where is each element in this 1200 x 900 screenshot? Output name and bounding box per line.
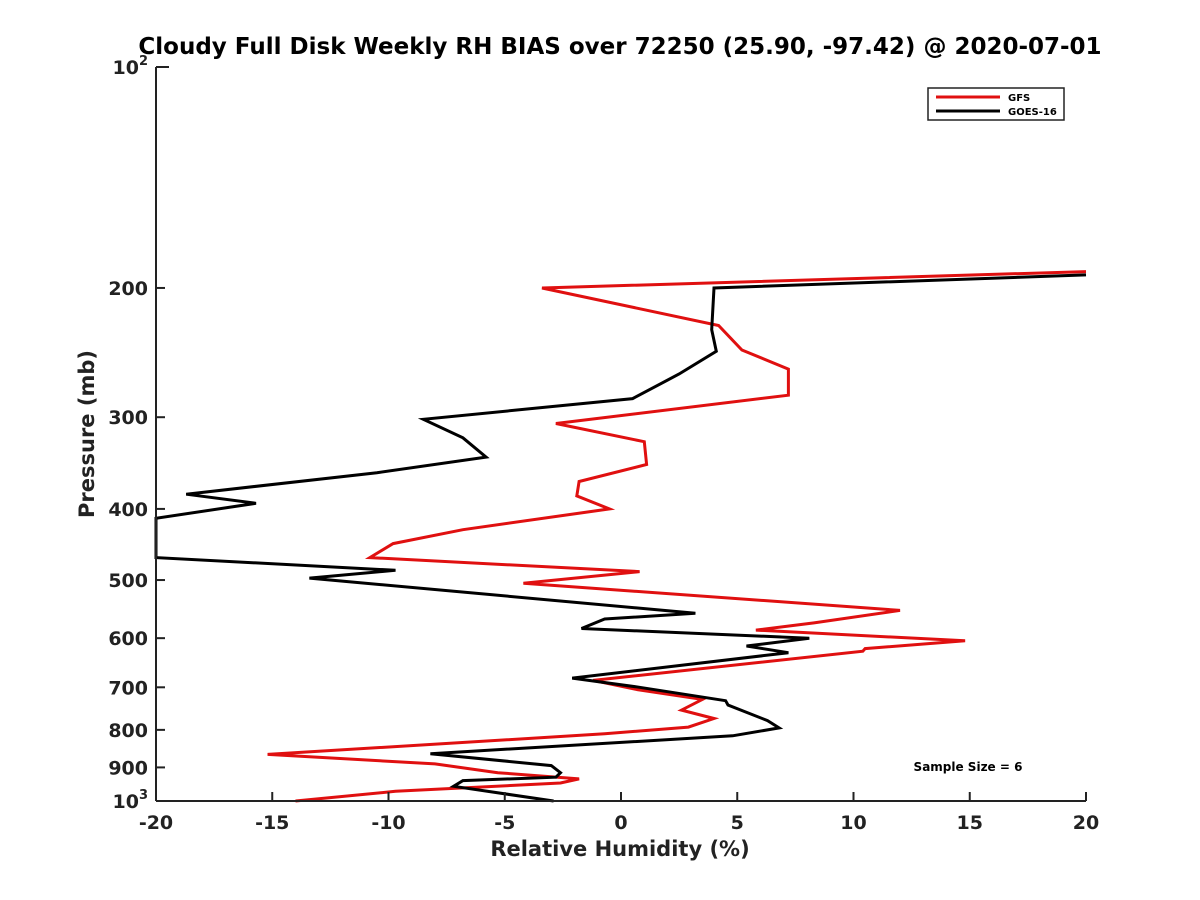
y-tick-label: 200 bbox=[108, 278, 148, 300]
y-tick-label: 600 bbox=[108, 628, 148, 650]
legend-label-gfs: GFS bbox=[1008, 93, 1030, 104]
y-axis-label: Pressure (mb) bbox=[75, 350, 99, 518]
x-tick-label: 15 bbox=[957, 812, 983, 834]
x-tick-label: -20 bbox=[139, 812, 173, 834]
x-tick-label: 5 bbox=[731, 812, 744, 834]
series-line-gfs bbox=[267, 270, 1087, 803]
x-tick-label: 20 bbox=[1073, 812, 1099, 834]
chart-title: Cloudy Full Disk Weekly RH BIAS over 722… bbox=[138, 34, 1101, 60]
y-tick-label-decade: 103 bbox=[113, 788, 149, 813]
y-tick-label: 900 bbox=[108, 757, 148, 779]
legend-label-goes-16: GOES-16 bbox=[1008, 107, 1057, 118]
y-tick-label: 800 bbox=[108, 720, 148, 742]
x-tick-label: -5 bbox=[494, 812, 515, 834]
y-tick-label: 400 bbox=[108, 499, 148, 521]
y-tick-label: 700 bbox=[108, 677, 148, 699]
series-line-goes-16 bbox=[154, 273, 1087, 803]
legend-box bbox=[927, 87, 1065, 121]
y-tick-label: 300 bbox=[108, 407, 148, 429]
sample-size-annotation: Sample Size = 6 bbox=[914, 760, 1023, 774]
x-tick-label: 0 bbox=[614, 812, 627, 834]
x-tick-label: -15 bbox=[255, 812, 289, 834]
x-axis-label: Relative Humidity (%) bbox=[490, 837, 749, 861]
legend: GFS GOES-16 bbox=[927, 87, 1065, 121]
y-tick-label: 500 bbox=[108, 570, 148, 592]
x-tick-label: -10 bbox=[371, 812, 405, 834]
y-tick-label-decade: 102 bbox=[113, 54, 149, 79]
plot-area: -20 -15 -10 -5 0 5 10 15 20 200 300 400 500 600 700 800… bbox=[108, 54, 1099, 834]
x-tick-label: 10 bbox=[840, 812, 866, 834]
